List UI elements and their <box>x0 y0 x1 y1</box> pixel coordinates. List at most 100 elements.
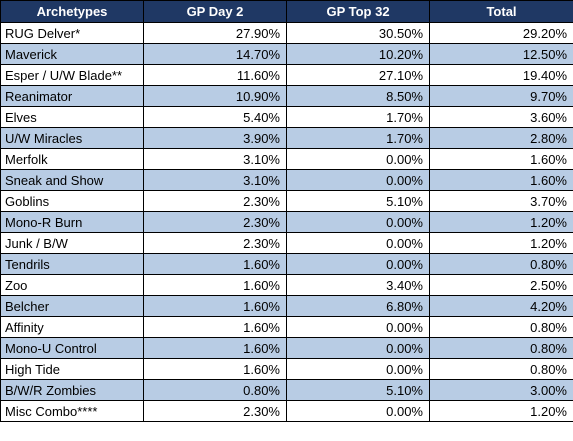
gp-day-2-cell: 3.90% <box>143 127 287 149</box>
table-row: Esper / U/W Blade** 11.60% 27.10% 19.40% <box>0 64 573 86</box>
gp-top-32-cell: 5.10% <box>286 190 430 212</box>
archetype-cell: Junk / B/W <box>0 232 144 254</box>
gp-day-2-cell: 1.60% <box>143 274 287 296</box>
archetype-cell: Merfolk <box>0 148 144 170</box>
archetype-table: Archetypes GP Day 2 GP Top 32 Total RUG … <box>0 0 573 422</box>
table-row: U/W Miracles 3.90% 1.70% 2.80% <box>0 127 573 149</box>
gp-top-32-cell: 1.70% <box>286 127 430 149</box>
gp-top-32-cell: 0.00% <box>286 337 430 359</box>
total-cell: 29.20% <box>429 22 573 44</box>
archetype-cell: Mono-U Control <box>0 337 144 359</box>
table-row: Goblins 2.30% 5.10% 3.70% <box>0 190 573 212</box>
table-row: Zoo 1.60% 3.40% 2.50% <box>0 274 573 296</box>
gp-top-32-cell: 5.10% <box>286 379 430 401</box>
gp-day-2-cell: 10.90% <box>143 85 287 107</box>
archetype-cell: B/W/R Zombies <box>0 379 144 401</box>
total-cell: 1.20% <box>429 400 573 422</box>
archetype-cell: Goblins <box>0 190 144 212</box>
archetype-cell: Esper / U/W Blade** <box>0 64 144 86</box>
archetype-cell: Affinity <box>0 316 144 338</box>
total-cell: 3.70% <box>429 190 573 212</box>
archetype-cell: Zoo <box>0 274 144 296</box>
table-row: Mono-U Control 1.60% 0.00% 0.80% <box>0 337 573 359</box>
archetype-cell: Misc Combo**** <box>0 400 144 422</box>
gp-day-2-cell: 2.30% <box>143 400 287 422</box>
total-cell: 9.70% <box>429 85 573 107</box>
total-cell: 3.60% <box>429 106 573 128</box>
gp-top-32-cell: 3.40% <box>286 274 430 296</box>
table-row: Affinity 1.60% 0.00% 0.80% <box>0 316 573 338</box>
table-row: Reanimator 10.90% 8.50% 9.70% <box>0 85 573 107</box>
archetype-cell: High Tide <box>0 358 144 380</box>
archetype-cell: Sneak and Show <box>0 169 144 191</box>
total-cell: 4.20% <box>429 295 573 317</box>
header-archetypes: Archetypes <box>0 0 144 23</box>
total-cell: 1.60% <box>429 169 573 191</box>
archetype-cell: Maverick <box>0 43 144 65</box>
header-total: Total <box>429 0 573 23</box>
table-row: Belcher 1.60% 6.80% 4.20% <box>0 295 573 317</box>
header-row: Archetypes GP Day 2 GP Top 32 Total <box>0 0 573 23</box>
gp-top-32-cell: 0.00% <box>286 253 430 275</box>
total-cell: 3.00% <box>429 379 573 401</box>
gp-top-32-cell: 10.20% <box>286 43 430 65</box>
gp-day-2-cell: 1.60% <box>143 295 287 317</box>
gp-top-32-cell: 30.50% <box>286 22 430 44</box>
gp-top-32-cell: 0.00% <box>286 400 430 422</box>
total-cell: 0.80% <box>429 253 573 275</box>
gp-day-2-cell: 14.70% <box>143 43 287 65</box>
gp-top-32-cell: 0.00% <box>286 148 430 170</box>
archetype-cell: Belcher <box>0 295 144 317</box>
archetype-cell: Reanimator <box>0 85 144 107</box>
table-row: Merfolk 3.10% 0.00% 1.60% <box>0 148 573 170</box>
gp-day-2-cell: 3.10% <box>143 169 287 191</box>
table-body: RUG Delver* 27.90% 30.50% 29.20% Maverick 14.… <box>0 22 573 422</box>
table-row: Sneak and Show 3.10% 0.00% 1.60% <box>0 169 573 191</box>
gp-day-2-cell: 27.90% <box>143 22 287 44</box>
gp-day-2-cell: 1.60% <box>143 358 287 380</box>
gp-top-32-cell: 0.00% <box>286 232 430 254</box>
archetype-cell: Tendrils <box>0 253 144 275</box>
gp-day-2-cell: 11.60% <box>143 64 287 86</box>
gp-top-32-cell: 6.80% <box>286 295 430 317</box>
total-cell: 0.80% <box>429 358 573 380</box>
gp-day-2-cell: 2.30% <box>143 190 287 212</box>
total-cell: 2.50% <box>429 274 573 296</box>
gp-top-32-cell: 0.00% <box>286 169 430 191</box>
total-cell: 1.60% <box>429 148 573 170</box>
gp-day-2-cell: 1.60% <box>143 337 287 359</box>
gp-top-32-cell: 0.00% <box>286 358 430 380</box>
header-gp-top-32: GP Top 32 <box>286 0 430 23</box>
gp-day-2-cell: 1.60% <box>143 316 287 338</box>
table-row: Junk / B/W 2.30% 0.00% 1.20% <box>0 232 573 254</box>
total-cell: 0.80% <box>429 337 573 359</box>
gp-top-32-cell: 0.00% <box>286 211 430 233</box>
total-cell: 2.80% <box>429 127 573 149</box>
total-cell: 1.20% <box>429 232 573 254</box>
total-cell: 19.40% <box>429 64 573 86</box>
table-row: Mono-R Burn 2.30% 0.00% 1.20% <box>0 211 573 233</box>
total-cell: 12.50% <box>429 43 573 65</box>
table-row: RUG Delver* 27.90% 30.50% 29.20% <box>0 22 573 44</box>
table-row: High Tide 1.60% 0.00% 0.80% <box>0 358 573 380</box>
gp-day-2-cell: 0.80% <box>143 379 287 401</box>
gp-top-32-cell: 0.00% <box>286 316 430 338</box>
gp-day-2-cell: 2.30% <box>143 232 287 254</box>
gp-day-2-cell: 1.60% <box>143 253 287 275</box>
archetype-cell: RUG Delver* <box>0 22 144 44</box>
archetype-cell: Mono-R Burn <box>0 211 144 233</box>
table-row: Misc Combo**** 2.30% 0.00% 1.20% <box>0 400 573 422</box>
total-cell: 0.80% <box>429 316 573 338</box>
gp-top-32-cell: 27.10% <box>286 64 430 86</box>
archetype-cell: Elves <box>0 106 144 128</box>
gp-top-32-cell: 8.50% <box>286 85 430 107</box>
gp-day-2-cell: 5.40% <box>143 106 287 128</box>
header-gp-day-2: GP Day 2 <box>143 0 287 23</box>
gp-day-2-cell: 3.10% <box>143 148 287 170</box>
table-row: Tendrils 1.60% 0.00% 0.80% <box>0 253 573 275</box>
total-cell: 1.20% <box>429 211 573 233</box>
gp-top-32-cell: 1.70% <box>286 106 430 128</box>
table-row: Elves 5.40% 1.70% 3.60% <box>0 106 573 128</box>
gp-day-2-cell: 2.30% <box>143 211 287 233</box>
table-row: B/W/R Zombies 0.80% 5.10% 3.00% <box>0 379 573 401</box>
